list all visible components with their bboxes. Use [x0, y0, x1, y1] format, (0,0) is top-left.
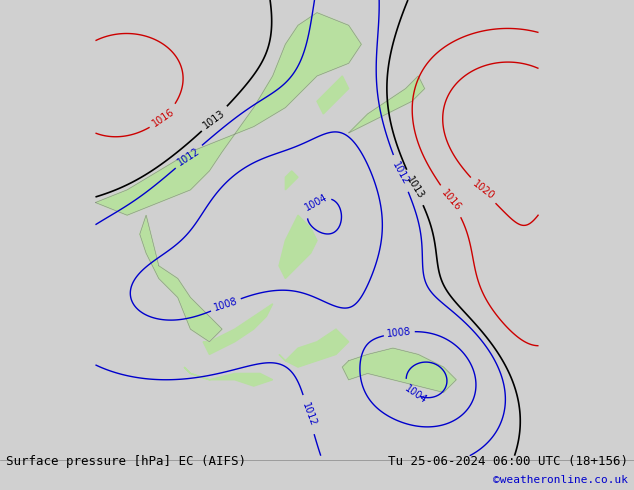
Polygon shape — [184, 367, 273, 386]
Text: ©weatheronline.co.uk: ©weatheronline.co.uk — [493, 475, 628, 485]
Polygon shape — [203, 304, 273, 354]
Polygon shape — [317, 76, 349, 114]
Text: 1016: 1016 — [150, 106, 176, 128]
Polygon shape — [96, 13, 361, 215]
Text: 1012: 1012 — [391, 160, 411, 187]
Text: 1008: 1008 — [212, 296, 239, 313]
Text: 1004: 1004 — [403, 383, 429, 405]
Text: 1013: 1013 — [404, 174, 425, 200]
Polygon shape — [349, 76, 425, 133]
Polygon shape — [139, 215, 222, 342]
Text: 1008: 1008 — [387, 327, 412, 339]
Text: 1013: 1013 — [202, 108, 228, 130]
Polygon shape — [285, 171, 298, 190]
Polygon shape — [342, 348, 456, 392]
Text: 1012: 1012 — [300, 401, 318, 428]
Text: 1016: 1016 — [439, 188, 463, 213]
Polygon shape — [279, 215, 317, 278]
Text: Tu 25-06-2024 06:00 UTC (18+156): Tu 25-06-2024 06:00 UTC (18+156) — [387, 455, 628, 468]
Polygon shape — [279, 329, 349, 367]
Text: 1020: 1020 — [470, 179, 496, 202]
Text: Surface pressure [hPa] EC (AIFS): Surface pressure [hPa] EC (AIFS) — [6, 455, 247, 468]
Text: 1004: 1004 — [303, 193, 330, 213]
Text: 1012: 1012 — [176, 146, 202, 168]
